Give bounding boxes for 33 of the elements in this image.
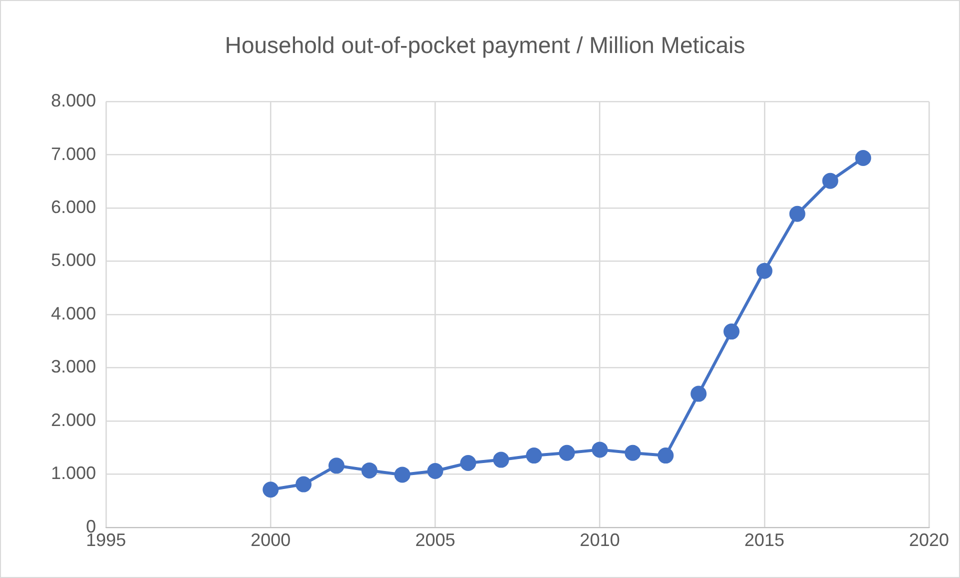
y-tick-label: 6.000 — [50, 197, 96, 218]
x-tick-label: 2005 — [415, 530, 456, 550]
point — [296, 476, 312, 492]
point — [493, 452, 510, 468]
point — [262, 482, 279, 498]
y-tick-label: 7.000 — [50, 144, 96, 164]
y-tick-label: 3.000 — [50, 356, 96, 377]
point — [690, 386, 707, 402]
x-tick-label: 2000 — [250, 530, 291, 550]
point — [723, 324, 740, 340]
y-tick-label: 8.000 — [50, 90, 96, 111]
point — [855, 150, 872, 166]
point — [624, 444, 641, 461]
point — [460, 455, 476, 471]
y-tick-label: 5.000 — [50, 250, 96, 270]
y-tick-label: 4.000 — [50, 303, 96, 324]
x-tick-label: 2020 — [908, 530, 950, 550]
point — [427, 462, 444, 479]
point — [558, 444, 575, 461]
x-tick-label: 2015 — [744, 530, 784, 550]
point — [822, 172, 838, 189]
point — [789, 206, 806, 222]
point — [756, 262, 772, 279]
point — [328, 458, 344, 474]
chart-title: Household out-of-pocket payment / Million Meticais — [224, 32, 746, 58]
point — [658, 448, 674, 464]
point — [394, 466, 410, 483]
point — [526, 448, 542, 464]
point — [592, 442, 608, 458]
point — [361, 462, 378, 478]
y-tick-label: 2.000 — [50, 410, 96, 430]
x-tick-label: 2010 — [580, 530, 620, 550]
y-tick-label: 1.000 — [50, 463, 96, 484]
